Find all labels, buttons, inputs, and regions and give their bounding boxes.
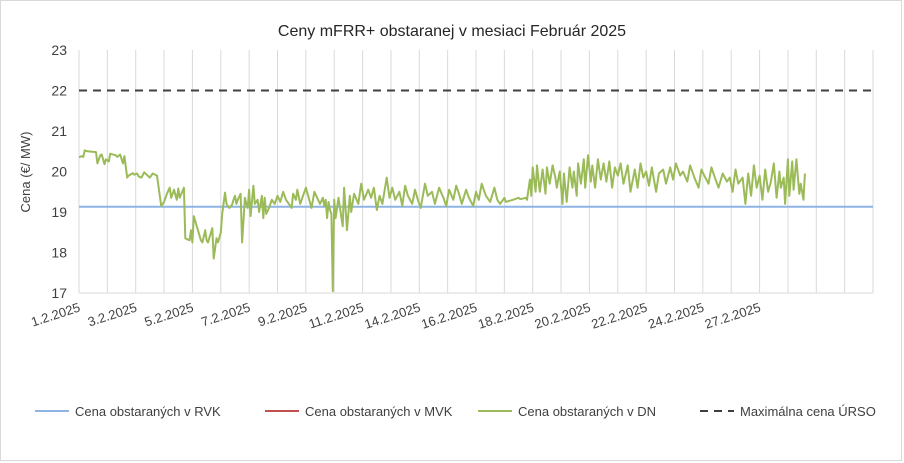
x-tick-label: 20.2.2025 — [533, 300, 593, 332]
x-tick-label: 18.2.2025 — [476, 300, 536, 332]
y-tick-labels: 17 18 19 20 21 22 23 — [51, 42, 67, 301]
y-tick-label: 20 — [51, 164, 67, 180]
x-tick-label: 24.2.2025 — [646, 300, 706, 332]
legend: Cena obstaraných v RVK Cena obstaraných v… — [35, 404, 876, 419]
x-tick-label: 1.2.2025 — [29, 300, 82, 330]
y-tick-label: 21 — [51, 123, 67, 139]
x-tick-label: 11.2.2025 — [307, 300, 366, 332]
y-tick-label: 23 — [51, 42, 67, 58]
y-tick-label: 17 — [51, 285, 67, 301]
x-tick-label: 5.2.2025 — [143, 300, 196, 330]
legend-label-3: Cena obstaraných v DN — [518, 404, 656, 419]
y-tick-label: 22 — [51, 83, 67, 99]
y-tick-label: 19 — [51, 204, 67, 220]
series-layer — [78, 89, 873, 292]
x-tick-label: 16.2.2025 — [419, 300, 479, 332]
series-line-3 — [78, 149, 806, 292]
legend-label-1: Cena obstaraných v RVK — [75, 404, 221, 419]
x-tick-label: 22.2.2025 — [589, 300, 649, 332]
x-tick-label: 27.2.2025 — [703, 300, 763, 332]
x-tick-labels: 1.2.2025 3.2.2025 5.2.2025 7.2.2025 9.2.2025… — [29, 300, 762, 332]
x-tick-label: 14.2.2025 — [363, 300, 423, 332]
x-tick-label: 9.2.2025 — [256, 300, 309, 330]
y-tick-label: 18 — [51, 245, 67, 261]
x-tick-label: 7.2.2025 — [199, 300, 252, 330]
x-tick-label: 3.2.2025 — [86, 300, 139, 330]
legend-label-4: Maximálna cena ÚRSO — [740, 404, 876, 419]
legend-label-2: Cena obstaraných v MVK — [305, 404, 453, 419]
chart-title: Ceny mFRR+ obstaranej v mesiaci Február … — [278, 23, 626, 40]
y-axis-label: Cena (€/ MW) — [18, 132, 33, 213]
